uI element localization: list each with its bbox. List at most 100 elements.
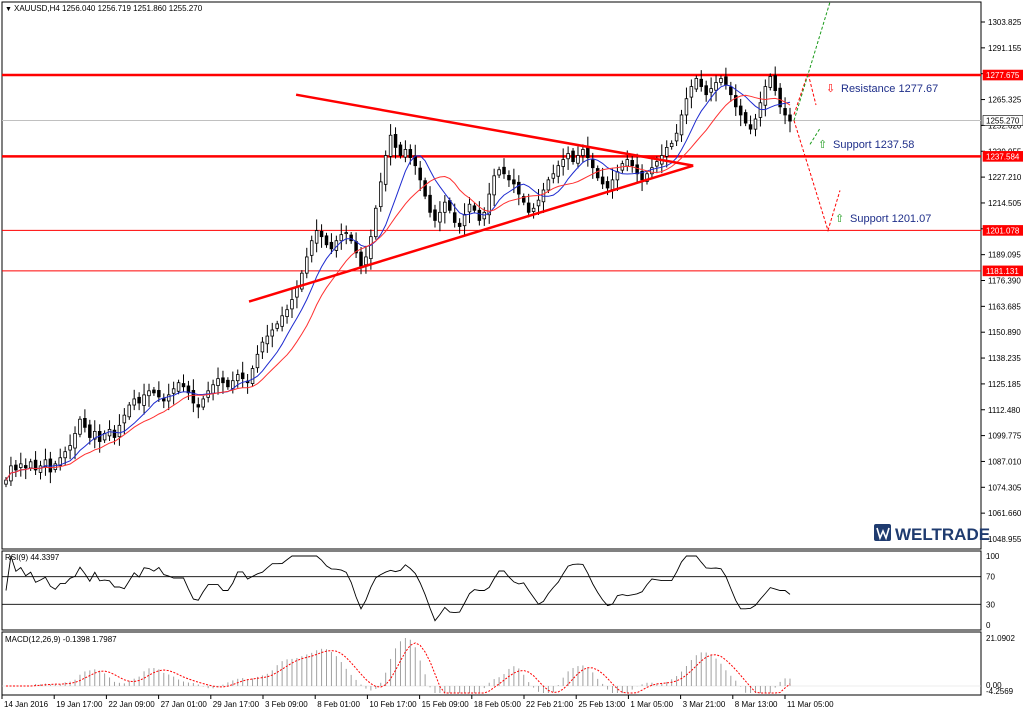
candle-body (423, 180, 427, 197)
candle-body (467, 203, 472, 213)
candle-body (383, 155, 388, 185)
price-tick-label: 1112.480 (988, 406, 1021, 415)
candle-body (561, 159, 565, 167)
candle-body (640, 170, 644, 181)
candle-body (709, 88, 713, 93)
price-box-label: 1201.078 (986, 226, 1020, 235)
candle-body (378, 181, 383, 208)
candle-body (664, 147, 669, 157)
candle-body (477, 209, 482, 221)
candle-body (73, 433, 77, 449)
candle-body (738, 105, 743, 116)
time-tick-label: 22 Feb 21:00 (526, 700, 574, 709)
projection-lines (793, 1, 841, 233)
candle-body (23, 465, 28, 469)
candle-body (443, 201, 447, 213)
candle-body (250, 368, 255, 384)
projection-retest (793, 71, 817, 115)
panel-frames (1, 1, 982, 696)
candle-body (591, 159, 595, 169)
price-box-label: 1237.584 (986, 152, 1020, 161)
candle-body (610, 179, 615, 191)
candle-body (359, 251, 363, 268)
annotations: ⇩ Resistance 1277.67 ⇧ Support 1237.58 ⇧… (818, 83, 938, 225)
candle-body (393, 134, 398, 148)
price-tick-label: 1189.095 (988, 251, 1021, 260)
moving-averages (5, 84, 791, 481)
price-box (982, 265, 1023, 277)
up-arrow-icon: ⇧ (835, 213, 844, 225)
candle-body (492, 175, 496, 196)
candle-body (305, 256, 309, 274)
brand-name: WELTRADE (895, 525, 990, 544)
rsi-axis-label: 0 (986, 621, 991, 630)
candle-body (704, 85, 708, 96)
candle-body (43, 459, 48, 468)
macd-panel: 21.0902 0.00-4.2569 (2, 634, 1015, 696)
macd-signal-line (6, 642, 791, 694)
price-tick-label: 1163.685 (988, 302, 1021, 311)
logo-icon-mark (876, 527, 890, 541)
candle-body (758, 102, 763, 118)
candle-body (349, 234, 353, 242)
macd-axis-label: -4.2569 (986, 687, 1014, 696)
time-tick-label: 10 Feb 17:00 (369, 700, 417, 709)
candle-body (388, 134, 393, 157)
candle-body (132, 398, 136, 406)
candle-body (679, 114, 684, 136)
candle-body (517, 181, 521, 195)
moving-average-line (5, 84, 791, 481)
price-box (982, 225, 1023, 236)
candle-body (78, 418, 82, 435)
moving-average-line (5, 94, 791, 481)
time-tick-label: 15 Feb 09:00 (422, 700, 470, 709)
candle-body (260, 341, 265, 353)
symbol-triangle-icon: ▼ (5, 6, 12, 13)
rsi-label: RSI(9) 44.3397 (5, 553, 60, 562)
time-tick-label: 1 Mar 05:00 (630, 700, 673, 709)
price-box (982, 69, 1023, 81)
price-box-label: 1277.675 (986, 71, 1020, 80)
candle-body (556, 165, 560, 177)
resistance-annotation: Resistance 1277.67 (841, 83, 938, 95)
time-tick-label: 11 Mar 05:00 (787, 700, 834, 709)
candle-body (14, 464, 18, 471)
candle-body (137, 396, 141, 404)
candle-body (38, 465, 43, 473)
price-boxes: 1277.675 1237.584 1201.078 1181.131 1255.270 (982, 69, 1023, 277)
candle-body (507, 175, 511, 181)
price-tick-label: 1176.390 (988, 277, 1021, 286)
candle-body (265, 335, 270, 345)
candle-body (452, 212, 457, 223)
candle-body (142, 394, 146, 406)
price-tick-label: 1150.890 (988, 328, 1021, 337)
time-tick-label: 22 Jan 09:00 (108, 700, 155, 709)
candle-body (231, 380, 235, 389)
candle-body (329, 241, 334, 250)
candle-body (595, 168, 600, 179)
candle-body (724, 76, 728, 85)
candle-body (93, 430, 97, 440)
candle-body (674, 132, 679, 142)
candle-body (729, 86, 733, 96)
candle-body (300, 272, 304, 290)
candle-body (763, 86, 768, 106)
macd-label: MACD(12,26,9) -0.1398 1.7987 (5, 635, 117, 644)
candle-body (719, 78, 723, 83)
time-tick-label: 29 Jan 17:00 (213, 700, 260, 709)
time-tick-label: 8 Mar 13:00 (735, 700, 778, 709)
candle-body (186, 385, 191, 394)
candle-body (512, 179, 516, 185)
candle-body (314, 230, 319, 244)
candle-body (369, 236, 373, 259)
candle-body (408, 149, 413, 158)
candle-body (433, 209, 437, 221)
candle-body (546, 179, 551, 191)
candle-body (171, 388, 176, 394)
rsi-axis-label: 100 (986, 552, 1000, 561)
candle-body (63, 451, 67, 459)
support2-annotation: Support 1201.07 (850, 213, 931, 225)
candle-body (472, 205, 477, 211)
candle-body (19, 463, 23, 468)
candle-body (122, 414, 127, 424)
